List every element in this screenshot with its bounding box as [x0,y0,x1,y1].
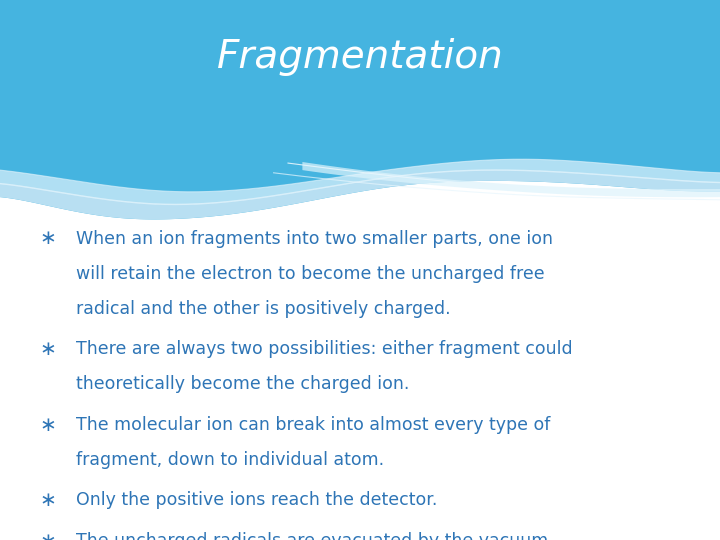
Text: theoretically become the charged ion.: theoretically become the charged ion. [76,375,409,393]
Text: The molecular ion can break into almost every type of: The molecular ion can break into almost … [76,416,550,434]
Polygon shape [0,159,720,205]
Polygon shape [0,170,720,219]
Bar [0,0,720,97]
Polygon shape [302,162,720,197]
Text: will retain the electron to become the uncharged free: will retain the electron to become the u… [76,265,544,282]
Text: ∗: ∗ [40,230,56,248]
Bar [0,97,720,243]
Text: fragment, down to individual atom.: fragment, down to individual atom. [76,451,384,469]
Text: ∗: ∗ [40,340,56,359]
Text: ∗: ∗ [40,416,56,435]
Text: Only the positive ions reach the detector.: Only the positive ions reach the detecto… [76,491,437,509]
Text: There are always two possibilities: either fragment could: There are always two possibilities: eith… [76,340,572,358]
Text: radical and the other is positively charged.: radical and the other is positively char… [76,300,450,318]
Text: Fragmentation: Fragmentation [217,38,503,76]
Text: ∗: ∗ [40,532,56,540]
Text: When an ion fragments into two smaller parts, one ion: When an ion fragments into two smaller p… [76,230,553,247]
Text: ∗: ∗ [40,491,56,510]
Polygon shape [0,181,720,540]
Text: The uncharged radicals are evacuated by the vacuum: The uncharged radicals are evacuated by … [76,532,548,540]
